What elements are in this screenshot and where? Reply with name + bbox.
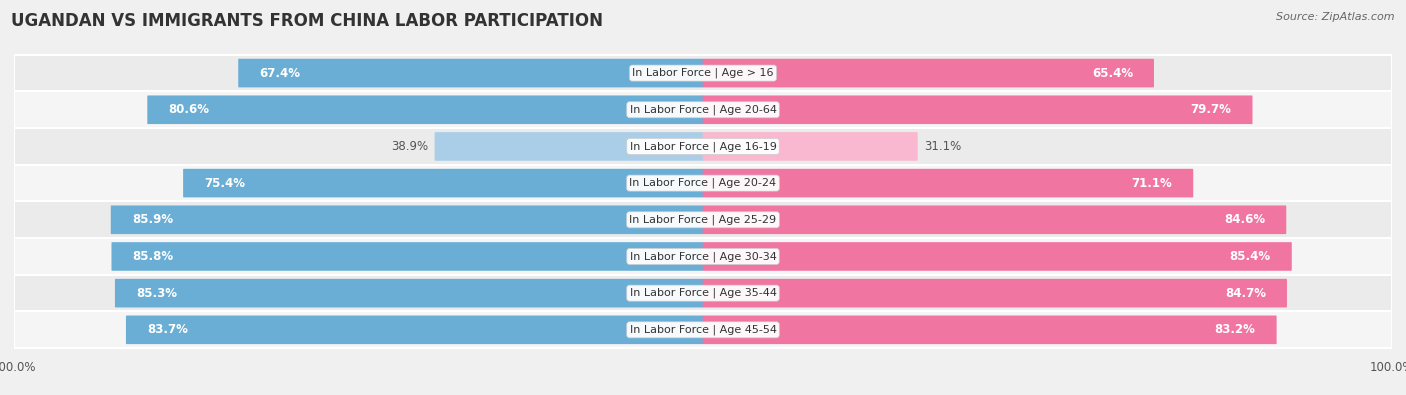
FancyBboxPatch shape (703, 242, 1292, 271)
FancyBboxPatch shape (127, 316, 703, 344)
Text: In Labor Force | Age 35-44: In Labor Force | Age 35-44 (630, 288, 776, 298)
Text: 67.4%: 67.4% (259, 67, 301, 79)
FancyBboxPatch shape (703, 279, 1286, 307)
FancyBboxPatch shape (14, 201, 1392, 238)
Text: In Labor Force | Age 20-64: In Labor Force | Age 20-64 (630, 105, 776, 115)
FancyBboxPatch shape (14, 238, 1392, 275)
FancyBboxPatch shape (703, 316, 1277, 344)
FancyBboxPatch shape (111, 242, 703, 271)
Text: 75.4%: 75.4% (204, 177, 245, 190)
Text: In Labor Force | Age 45-54: In Labor Force | Age 45-54 (630, 325, 776, 335)
Text: In Labor Force | Age 20-24: In Labor Force | Age 20-24 (630, 178, 776, 188)
FancyBboxPatch shape (148, 96, 703, 124)
Text: 85.4%: 85.4% (1230, 250, 1271, 263)
Text: 85.3%: 85.3% (136, 287, 177, 300)
FancyBboxPatch shape (238, 59, 703, 87)
FancyBboxPatch shape (703, 169, 1194, 198)
Text: 85.8%: 85.8% (132, 250, 174, 263)
FancyBboxPatch shape (703, 132, 918, 161)
FancyBboxPatch shape (14, 91, 1392, 128)
Text: In Labor Force | Age 16-19: In Labor Force | Age 16-19 (630, 141, 776, 152)
FancyBboxPatch shape (14, 275, 1392, 312)
Text: In Labor Force | Age > 16: In Labor Force | Age > 16 (633, 68, 773, 78)
FancyBboxPatch shape (14, 55, 1392, 91)
Text: UGANDAN VS IMMIGRANTS FROM CHINA LABOR PARTICIPATION: UGANDAN VS IMMIGRANTS FROM CHINA LABOR P… (11, 12, 603, 30)
Text: 83.7%: 83.7% (148, 324, 188, 336)
FancyBboxPatch shape (14, 312, 1392, 348)
Text: 31.1%: 31.1% (924, 140, 962, 153)
Text: In Labor Force | Age 25-29: In Labor Force | Age 25-29 (630, 214, 776, 225)
FancyBboxPatch shape (183, 169, 703, 198)
Text: 84.7%: 84.7% (1225, 287, 1265, 300)
Text: 79.7%: 79.7% (1191, 103, 1232, 116)
FancyBboxPatch shape (703, 59, 1154, 87)
FancyBboxPatch shape (115, 279, 703, 307)
Text: 84.6%: 84.6% (1225, 213, 1265, 226)
FancyBboxPatch shape (703, 205, 1286, 234)
FancyBboxPatch shape (434, 132, 703, 161)
Text: 65.4%: 65.4% (1092, 67, 1133, 79)
FancyBboxPatch shape (703, 96, 1253, 124)
Text: 71.1%: 71.1% (1132, 177, 1173, 190)
Text: In Labor Force | Age 30-34: In Labor Force | Age 30-34 (630, 251, 776, 262)
Text: 83.2%: 83.2% (1215, 324, 1256, 336)
Text: Source: ZipAtlas.com: Source: ZipAtlas.com (1277, 12, 1395, 22)
Text: 38.9%: 38.9% (391, 140, 427, 153)
Text: 80.6%: 80.6% (169, 103, 209, 116)
FancyBboxPatch shape (111, 205, 703, 234)
FancyBboxPatch shape (14, 165, 1392, 201)
Text: 85.9%: 85.9% (132, 213, 173, 226)
FancyBboxPatch shape (14, 128, 1392, 165)
